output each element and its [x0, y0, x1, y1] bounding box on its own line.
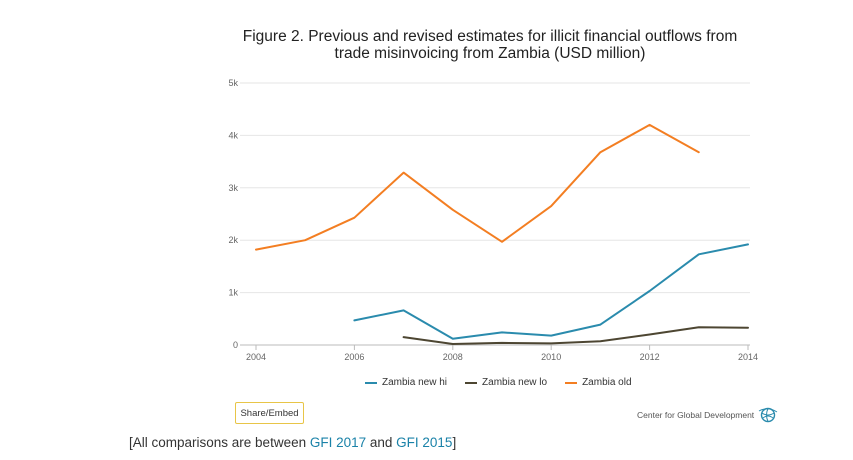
grid-lines — [240, 82, 750, 294]
legend-swatch — [465, 381, 478, 384]
gfi-2017-link[interactable]: GFI 2017 — [309, 435, 367, 450]
series-lines — [255, 123, 749, 345]
x-tick-label: 2004 — [246, 352, 266, 362]
legend-swatch — [365, 381, 377, 384]
legend-swatch — [565, 381, 578, 384]
legend-label: Zambia old — [582, 377, 632, 388]
legend-item-zambia-old[interactable]: Zambia old — [565, 377, 632, 388]
legend-label: Zambia new lo — [482, 377, 548, 388]
footnote-suffix: ] — [452, 435, 457, 450]
x-tick-label: 2014 — [738, 352, 758, 362]
footnote: [All comparisons are between GFI 2017 an… — [129, 435, 456, 450]
globe-icon — [758, 407, 778, 423]
x-tick-label: 2012 — [640, 352, 660, 362]
legend-item-zambia-new-lo[interactable]: Zambia new lo — [465, 377, 547, 388]
x-tick-label: 2008 — [443, 352, 463, 362]
y-tick-label: 0 — [233, 340, 238, 350]
y-tick-label: 5k — [228, 78, 238, 88]
series-line-zambia-new-lo — [402, 326, 749, 345]
share-embed-button[interactable]: Share/Embed — [235, 402, 304, 424]
y-tick-label: 4k — [228, 130, 238, 140]
y-tick-label: 2k — [228, 235, 238, 245]
series-line-zambia-old — [255, 123, 700, 251]
y-axis-ticks: 0 1k 2k 3k 4k 5k — [228, 78, 238, 350]
footnote-prefix: [All comparisons are between — [129, 435, 310, 450]
gfi-2015-link[interactable]: GFI 2015 — [396, 435, 453, 450]
footnote-middle: and — [366, 435, 397, 450]
chart-title: Figure 2. Previous and revised estimates… — [242, 28, 738, 62]
credit-text: Center for Global Development — [637, 410, 755, 420]
x-axis: 2004 2006 2008 2010 2012 2014 — [240, 344, 758, 362]
chart-legend: Zambia new hi Zambia new lo Zambia old — [365, 377, 632, 388]
x-tick-label: 2006 — [344, 352, 364, 362]
y-tick-label: 3k — [228, 183, 238, 193]
credit: Center for Global Development — [637, 407, 778, 423]
x-tick-label: 2010 — [541, 352, 561, 362]
legend-item-zambia-new-hi[interactable]: Zambia new hi — [365, 377, 447, 388]
y-tick-label: 1k — [228, 288, 238, 298]
legend-label: Zambia new hi — [382, 377, 448, 388]
series-line-zambia-new-hi — [353, 243, 749, 340]
line-chart: 0 1k 2k 3k 4k 5k 2004 2006 2008 2010 2012 2014 — [228, 78, 758, 362]
